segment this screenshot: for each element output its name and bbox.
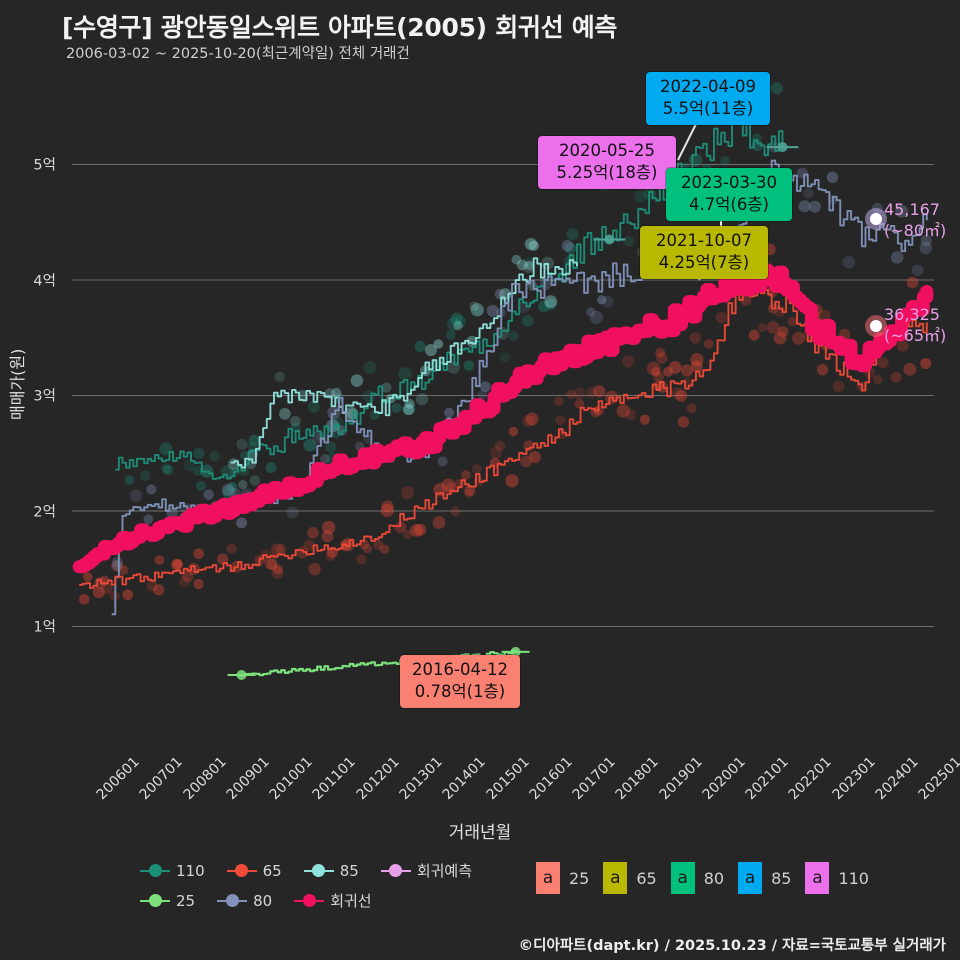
callout-value: 4.25억(7층) [658,252,750,272]
legend-marker-icon [380,863,411,879]
x-tick-label: 200901 [223,754,273,804]
legend-marker-icon [217,893,248,909]
y-tick-label: 3억 [33,388,56,405]
callout-value: 0.78억(1층) [414,681,506,701]
series-line-85 [230,257,578,469]
page-title: [수영구] 광안동일스위트 아파트(2005) 회귀선 예측 [62,13,618,42]
x-tick-label: 201301 [396,754,446,804]
callout-2021-10-07[interactable]: 2021-10-07 4.25억(7층) [640,226,768,279]
swatch-box-85[interactable]: a [738,862,763,894]
callout-2023-03-30[interactable]: 2023-03-30 4.7억(6층) [666,168,792,221]
x-tick-label: 200601 [93,754,143,804]
legend-item-회귀선[interactable]: 회귀선 [294,890,372,911]
legend-label: 25 [176,891,196,910]
legend-item-25[interactable]: 25 [140,892,195,910]
swatch-box-65[interactable]: a [603,862,628,894]
endpoint-value: 36,325 [884,305,940,324]
x-tick-label: 202201 [786,754,836,804]
callout-date: 2021-10-07 [656,231,752,250]
y-tick-label: 4억 [33,273,56,290]
series-line-regression [72,263,934,574]
x-tick-label: 201001 [266,754,316,804]
scatter-110 [124,80,783,513]
callout-2020-05-25[interactable]: 2020-05-25 5.25억(18층) [538,136,676,189]
endpoint-80: 45,167 (~80㎡) [884,200,946,242]
legend-item-85[interactable]: 85 [303,861,359,880]
legend-marker-icon [226,863,257,879]
x-tick-label: 202101 [742,754,792,804]
page-subtitle: 2006-03-02 ~ 2025-10-20(최근계약일) 전체 거래건 [66,46,410,62]
x-tick-label: 202301 [829,754,879,804]
endpoint-value: 45,167 [884,200,940,219]
legend-row: 25 80 회귀선 [140,890,394,911]
callout-value: 4.7억(6층) [689,194,769,214]
legend-label: 85 [339,861,359,880]
legend-marker-icon [294,893,325,909]
legend-label: 110 [176,861,205,880]
callout-date: 2020-05-25 [559,141,655,160]
legend-row: 110 65 85 회귀예측 [140,860,494,881]
legend-item-회귀예측[interactable]: 회귀예측 [380,860,473,881]
chart-legend: 110 65 85 회귀예측 25 80 회귀선 [140,860,900,930]
swatch-label: 80 [703,868,725,888]
swatch-label: 85 [771,868,792,888]
y-tick-label: 2억 [33,504,56,521]
footer-credit: ©디아파트(dapt.kr) / 2025.10.23 / 자료=국토교통부 실… [518,938,946,954]
legend-label: 회귀예측 [416,862,473,880]
x-tick-label: 201101 [310,754,360,804]
x-tick-label: 201901 [656,754,706,804]
swatch-label: 110 [838,868,869,888]
x-tick-label: 201601 [526,754,576,804]
legend-label: 회귀선 [330,892,372,910]
x-tick-label: 201401 [439,754,490,804]
annotation-color-key: a 25 a 65 a 80 a 85 a 110 [536,862,883,894]
x-tick-label: 201501 [483,754,533,804]
endpoint-65: 36,325 (~65㎡) [884,305,946,347]
x-tick-label: 200801 [180,754,230,804]
legend-marker-icon [140,863,170,879]
x-tick-label: 202401 [872,754,922,804]
legend-item-80[interactable]: 80 [217,892,272,910]
callout-date: 2016-04-12 [412,660,508,679]
legend-marker-icon [140,893,170,909]
x-tick-label: 201201 [353,754,403,804]
endpoint-area: (~80㎡) [884,220,947,240]
scatter-85 [227,237,558,490]
plot-area [72,72,934,742]
x-tick-label: 202001 [699,754,749,804]
callout-value: 5.5억(11층) [662,98,754,118]
x-tick-label: 202501 [915,754,960,804]
callout-2016-04-12[interactable]: 2016-04-12 0.78억(1층) [400,655,520,708]
x-axis-title: 거래년월 [448,823,512,843]
swatch-label: 65 [636,868,657,888]
swatch-label: 25 [569,868,590,888]
x-tick-label: 200701 [136,754,187,804]
swatch-box-25[interactable]: a [536,862,560,894]
legend-item-110[interactable]: 110 [140,862,205,880]
callout-value: 5.25억(18층) [556,162,658,182]
x-tick-label: 201701 [569,754,619,804]
y-tick-label: 5억 [33,157,56,174]
y-tick-label: 1억 [33,619,56,636]
callout-date: 2023-03-30 [681,173,777,192]
callout-2022-04-09[interactable]: 2022-04-09 5.5억(11층) [646,72,770,125]
callout-date: 2022-04-09 [660,77,756,96]
legend-label: 65 [262,861,282,880]
swatch-box-80[interactable]: a [670,862,695,894]
legend-marker-icon [303,863,334,879]
swatch-box-110[interactable]: a [805,862,830,894]
legend-item-65[interactable]: 65 [226,861,282,880]
endpoint-area: (~65㎡) [884,325,947,345]
chart-canvas [72,80,934,684]
legend-label: 80 [253,891,273,910]
x-tick-label: 201801 [613,754,663,804]
series-line-65 [79,285,928,589]
